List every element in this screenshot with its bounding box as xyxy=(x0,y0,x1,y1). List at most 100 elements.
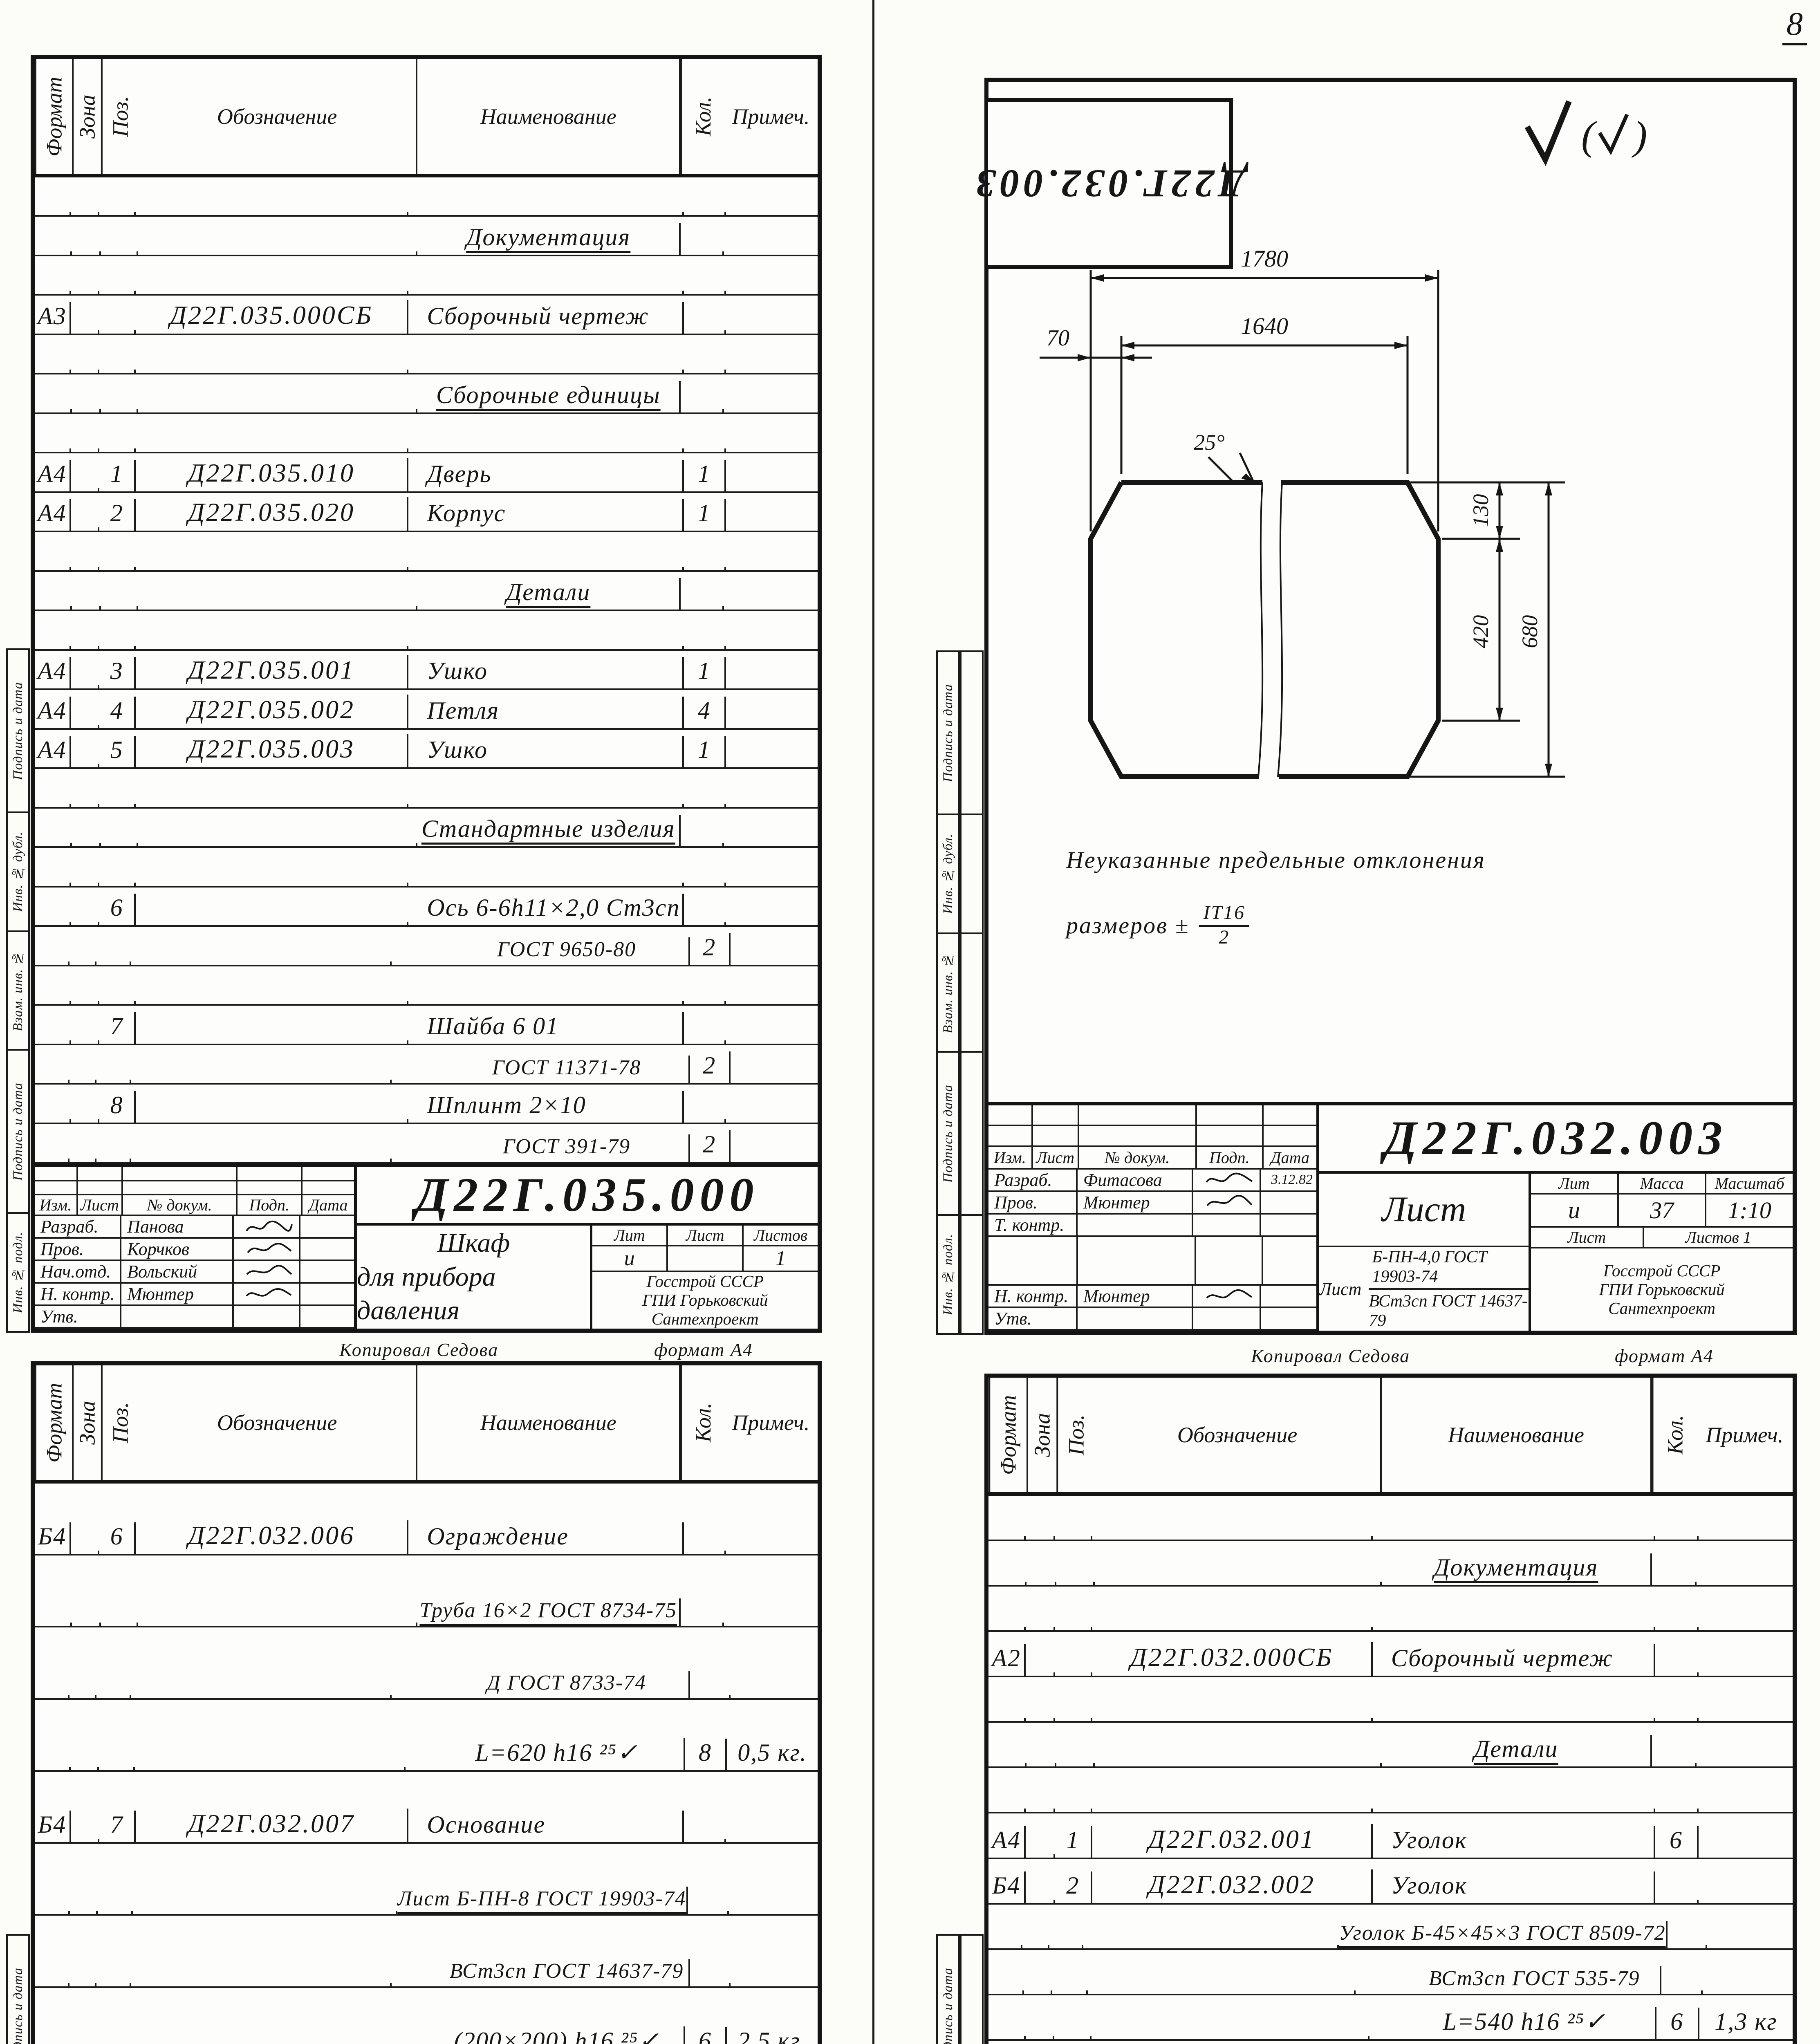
spec-row: Стандартные изделия xyxy=(35,809,818,848)
spec-cell-f: А4 xyxy=(35,657,71,689)
spec-cell-f: А4 xyxy=(35,459,71,491)
spec-cell-z xyxy=(71,527,100,531)
spec-cell-t xyxy=(1699,1809,1793,1812)
sheet-spec-035: Подпись и дата Инв. № дубл. Взам. инв. №… xyxy=(6,55,822,1333)
spec-cell-p xyxy=(99,330,136,334)
copied-by: Копировал Седова xyxy=(1251,1345,1410,1366)
role-label: Т. контр. xyxy=(988,1214,1078,1237)
margin-label: Подпись и дата xyxy=(10,681,25,780)
role-label: Н. контр. xyxy=(35,1284,122,1306)
sheet-frame: Формат Зона Поз. Обозначение Наименовани… xyxy=(31,55,822,1333)
spec-cell-f xyxy=(988,1809,1026,1812)
spec-cell-d: Д22Г.032.002 xyxy=(1092,1869,1373,1903)
spec-cell-z xyxy=(1027,1763,1057,1767)
spec-cell-q xyxy=(681,843,724,847)
spec-row: А4 3 Д22Г.035.001 Ушко 1 xyxy=(35,651,818,690)
dim-25deg: 25° xyxy=(1194,430,1225,455)
dim-420: 420 xyxy=(1468,615,1493,648)
spec-cell-f xyxy=(35,843,72,847)
spec-cell-f xyxy=(35,1766,71,1770)
spec-cell-n xyxy=(1373,1536,1655,1540)
spec-cell-p xyxy=(1055,1718,1092,1721)
column-header-note: Примеч. xyxy=(1706,1423,1784,1447)
spec-cell-p xyxy=(1049,1945,1084,1948)
spec-cell-z xyxy=(71,448,100,452)
spec-cell-t xyxy=(729,1911,818,1914)
margin-label: Инв. № подл. xyxy=(10,1232,25,1313)
spec-cell-f: Б4 xyxy=(35,1522,71,1554)
role-label: Утв. xyxy=(35,1306,122,1329)
sheet-drawing-032-003: Подпись и дата Инв. № дубл. Взам. инв. №… xyxy=(936,78,1797,1335)
spec-row: Б4 6 Д22Г.032.006 Ограждение xyxy=(35,1484,818,1556)
spec-cell-f: А2 xyxy=(988,1644,1026,1676)
spec-cell-p xyxy=(96,1983,132,1986)
spec-row: Детали xyxy=(988,1723,1793,1768)
spec-cell-d xyxy=(133,1911,398,1914)
spec-cell-f xyxy=(35,882,71,886)
listov-value: Листов 1 xyxy=(1644,1228,1793,1249)
person-name: Вольский xyxy=(121,1261,234,1284)
spec-row: Детали xyxy=(35,572,818,612)
copied-by: Копировал Седова xyxy=(339,1339,499,1360)
spec-cell-f xyxy=(35,1694,69,1698)
sheet-spec-032: Подпись и дата Инв. № дубл. Взам. инв. №… xyxy=(936,1374,1797,2044)
spec-cell-t xyxy=(731,1983,818,1986)
spec-cell-t xyxy=(731,1080,818,1083)
spec-cell-f xyxy=(988,2035,1026,2039)
spec-cell-q xyxy=(688,1911,729,1914)
spec-cell-d xyxy=(136,1119,409,1123)
spec-cell-f xyxy=(35,409,72,412)
spec-cell-f xyxy=(35,251,72,255)
spec-row xyxy=(988,1496,1793,1542)
spec-cell-t xyxy=(726,488,818,491)
spec-cell-f xyxy=(988,1990,1024,1994)
spec-cell-d xyxy=(1095,1582,1382,1585)
spec-cell-d: Д22Г.032.000СБ xyxy=(1092,1642,1373,1676)
dim-1640: 1640 xyxy=(1241,313,1288,339)
spec-cell-n: Уголок xyxy=(1373,1871,1655,1903)
spec-table-body: Документация А3 Д22Г.035.000СБ Сборочный че… xyxy=(35,177,818,1164)
spec-row: ВСт3сп ГОСТ 535-79 xyxy=(988,1950,1793,1995)
spec-cell-z xyxy=(72,1623,101,1626)
spec-cell-z xyxy=(1026,2035,1055,2039)
spec-cell-q: 6 xyxy=(685,2026,727,2044)
spec-cell-d xyxy=(136,803,409,807)
spec-row: А4 1 Д22Г.035.010 Дверь 1 xyxy=(35,453,818,493)
spec-cell-d: Д22Г.035.000СБ xyxy=(136,300,409,334)
sheet-spec-032-cont: Подпись и дата Инв. № дубл. Взам. инв. №… xyxy=(6,1361,822,2044)
tolerance-note: Неуказанные предельные отклонения размер… xyxy=(1066,847,1486,948)
spec-cell-n xyxy=(408,448,684,452)
spec-cell-d: Д22Г.035.003 xyxy=(136,734,409,768)
plate-drawing: 1780 1640 70 25° 130 xyxy=(1040,245,1565,779)
person-name: Фитасова xyxy=(1077,1169,1193,1192)
spec-cell-t xyxy=(1699,1672,1793,1676)
spec-cell-p: 5 xyxy=(99,736,136,768)
podp-label: Подп. xyxy=(1197,1147,1264,1170)
role-label: Пров. xyxy=(988,1192,1078,1215)
column-header-zone: Зона xyxy=(1027,1378,1057,1492)
spec-cell-t xyxy=(726,685,818,688)
column-header-qty: Кол. xyxy=(681,1365,724,1480)
spec-cell-q xyxy=(1655,1718,1699,1721)
spec-cell-n: Ушко xyxy=(408,657,684,689)
spec-row: А3 Д22Г.035.000СБ Сборочный чертеж xyxy=(35,296,818,335)
spec-cell-z xyxy=(1026,1899,1055,1903)
spec-cell-f: А4 xyxy=(35,736,71,768)
svg-text:): ) xyxy=(1632,113,1647,158)
spec-cell-z xyxy=(71,685,100,689)
list-value xyxy=(668,1246,744,1273)
listov-label: Листов xyxy=(744,1226,818,1247)
spec-cell-p xyxy=(99,1766,135,1770)
spec-cell-p: 6 xyxy=(99,894,136,926)
spec-row xyxy=(35,532,818,572)
spec-cell-p xyxy=(1055,1536,1092,1540)
item-name: Шкаф для прибора давления xyxy=(357,1226,593,1329)
margin-label: Инв. № дубл. xyxy=(10,831,25,912)
column-header-designation: Обозначение xyxy=(138,59,418,174)
spec-row: Документация xyxy=(988,1541,1793,1587)
spec-cell-t xyxy=(726,527,818,531)
spec-cell-p xyxy=(1056,1763,1095,1767)
spec-cell-q xyxy=(684,645,726,649)
spec-cell-q xyxy=(684,1119,726,1123)
